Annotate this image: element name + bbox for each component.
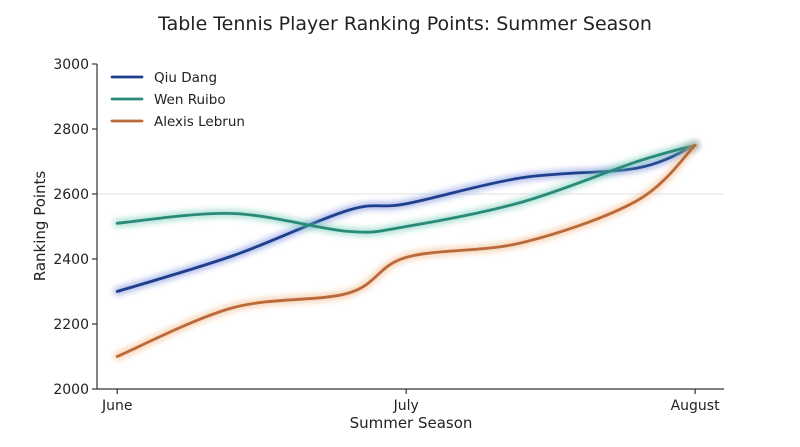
- series-alexis-lebrun: [113, 141, 700, 361]
- legend-item-wen-ruibo: Wen Ruibo: [108, 92, 226, 108]
- series-glow-alexis-lebrun: [113, 141, 700, 361]
- series-line-wen-ruibo: [115, 143, 697, 234]
- x-tick-label-0: June: [101, 398, 133, 414]
- y-tick-label-5: 3000: [53, 57, 89, 73]
- y-tick-label-3: 2600: [53, 187, 89, 203]
- x-tick-label-1: July: [393, 398, 419, 414]
- legend-item-alexis-lebrun: Alexis Lebrun: [108, 114, 245, 130]
- tick-labels: 2000 2200 2400 2600 2800 3000 June July August: [53, 57, 720, 414]
- legend: Qiu Dang Wen Ruibo Alexis Lebrun: [108, 70, 245, 130]
- series-wen-ruibo: [113, 141, 700, 237]
- series-qiu-dang: [113, 141, 700, 296]
- legend-label-qiu-dang: Qiu Dang: [154, 70, 217, 86]
- y-tick-label-4: 2800: [53, 122, 89, 138]
- y-tick-label-2: 2400: [53, 252, 89, 268]
- x-tick-label-2: August: [671, 398, 721, 414]
- series-lines: [113, 141, 700, 361]
- legend-label-alexis-lebrun: Alexis Lebrun: [154, 114, 245, 130]
- series-line-alexis-lebrun: [115, 143, 697, 358]
- legend-label-wen-ruibo: Wen Ruibo: [154, 92, 226, 108]
- x-axis-label: Summer Season: [350, 414, 473, 432]
- series-glow-wen-ruibo: [113, 141, 700, 237]
- legend-item-qiu-dang: Qiu Dang: [108, 70, 217, 86]
- y-axis-label: Ranking Points: [31, 171, 49, 282]
- y-tick-label-1: 2200: [53, 317, 89, 333]
- chart-title: Table Tennis Player Ranking Points: Summ…: [157, 13, 652, 35]
- axes: [96, 64, 724, 390]
- y-tick-label-0: 2000: [53, 382, 89, 398]
